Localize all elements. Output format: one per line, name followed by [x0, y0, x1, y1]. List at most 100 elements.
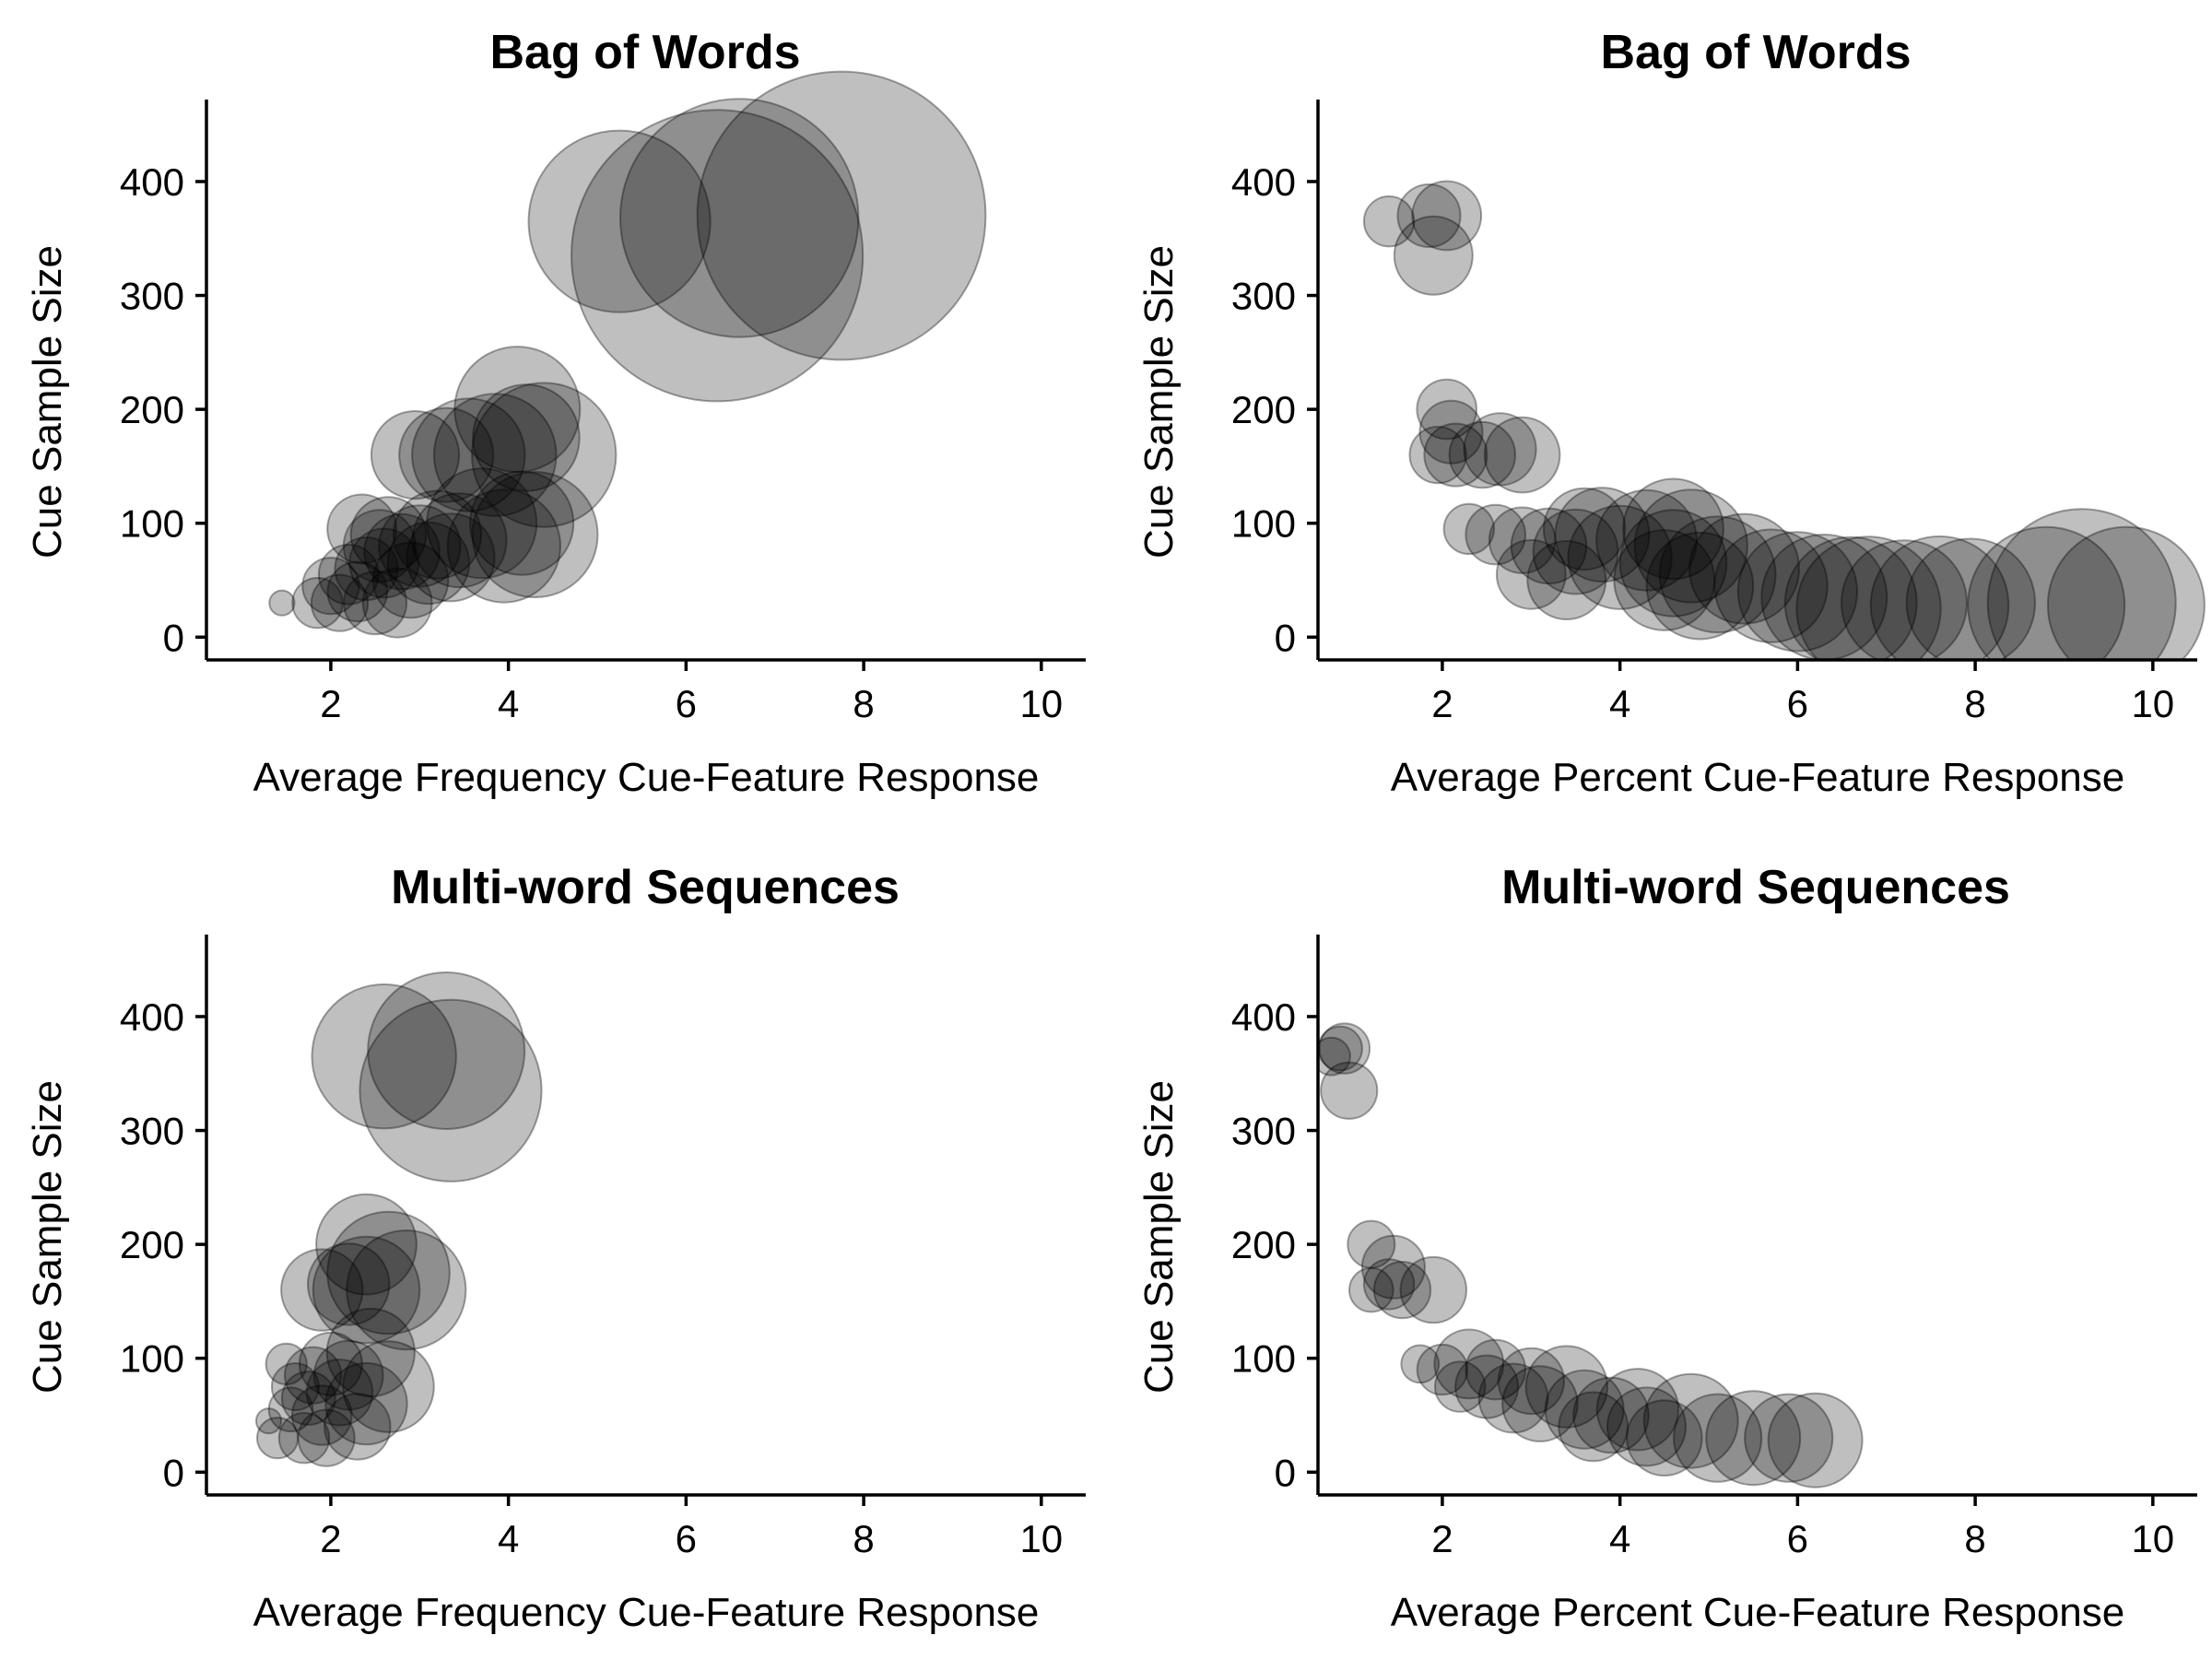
data-point: [696, 70, 987, 361]
data-point: [349, 496, 428, 573]
data-point: [1760, 534, 1888, 660]
points-layer: [254, 971, 543, 1467]
data-point: [1362, 1258, 1416, 1311]
points-layer: [1318, 1022, 1864, 1488]
data-point: [411, 397, 526, 512]
y-axis-label: Cue Sample Size: [25, 245, 70, 559]
y-tick-label: 400: [1231, 160, 1296, 204]
y-tick-label: 0: [1275, 616, 1296, 659]
data-point: [453, 346, 582, 474]
data-point: [468, 470, 575, 576]
y-tick-label: 100: [120, 1337, 184, 1381]
x-tick-label: 10: [2131, 682, 2174, 725]
data-point: [1705, 1390, 1802, 1487]
data-point: [326, 560, 389, 623]
data-point: [1433, 1328, 1505, 1400]
data-point: [1524, 1345, 1609, 1429]
panel-title: Multi-word Sequences: [1501, 861, 2010, 914]
data-point: [254, 1407, 283, 1435]
x-tick-label: 4: [498, 1517, 519, 1560]
data-point: [1795, 535, 1942, 660]
data-point: [315, 1193, 418, 1296]
y-tick-label: 200: [1231, 1223, 1296, 1266]
data-point: [1501, 1365, 1579, 1442]
data-point: [1465, 1338, 1526, 1401]
data-point: [392, 489, 483, 580]
x-tick-label: 10: [1019, 682, 1063, 725]
data-point: [1606, 1386, 1687, 1467]
data-point: [265, 1342, 308, 1386]
data-point: [370, 410, 461, 500]
data-point: [270, 1362, 320, 1412]
x-tick-label: 8: [1964, 1517, 1985, 1560]
data-point: [1411, 180, 1483, 252]
data-point: [1483, 416, 1561, 494]
data-point: [1688, 512, 1800, 625]
data-point: [343, 571, 408, 636]
y-axis-label: Cue Sample Size: [1136, 1080, 1182, 1394]
data-point: [378, 504, 462, 588]
panel-title: Multi-word Sequences: [391, 861, 900, 914]
x-tick-label: 4: [1609, 682, 1630, 725]
data-point: [1841, 539, 1968, 660]
data-point: [1399, 1255, 1468, 1324]
x-tick-label: 2: [320, 1517, 341, 1560]
data-point: [1510, 507, 1588, 585]
data-point: [1396, 183, 1462, 248]
x-tick-label: 10: [1019, 1517, 1063, 1560]
x-axis-label: Average Frequency Cue-Feature Response: [253, 755, 1040, 800]
data-point: [348, 527, 420, 599]
data-point: [1633, 488, 1748, 604]
data-point: [1318, 1036, 1351, 1077]
data-point: [1783, 535, 1918, 660]
data-point: [1393, 215, 1474, 296]
data-point: [312, 1339, 384, 1411]
data-point: [1362, 195, 1416, 248]
data-point: [268, 589, 296, 617]
data-point: [1622, 477, 1724, 581]
data-point: [1442, 502, 1496, 556]
data-point: [446, 488, 561, 604]
data-point: [298, 1331, 363, 1396]
data-point: [1320, 1061, 1379, 1120]
data-point: [1744, 1393, 1834, 1483]
data-point: [301, 557, 360, 616]
data-point: [342, 1340, 435, 1433]
data-point: [310, 573, 370, 632]
x-tick-label: 6: [1787, 682, 1808, 725]
data-point: [1416, 1343, 1469, 1396]
x-tick-label: 2: [1431, 1517, 1453, 1560]
data-point: [342, 509, 417, 583]
data-point: [1595, 488, 1698, 592]
data-point: [334, 536, 399, 602]
data-point: [367, 971, 526, 1130]
y-tick-label: 200: [120, 1223, 184, 1266]
data-point: [1347, 1219, 1396, 1269]
data-point: [1558, 1391, 1630, 1463]
y-tick-label: 300: [120, 1110, 184, 1153]
data-point: [1454, 1354, 1520, 1419]
y-tick-label: 0: [163, 1451, 184, 1494]
y-tick-label: 0: [1275, 1451, 1296, 1494]
data-point: [1448, 420, 1517, 489]
data-point: [1626, 1399, 1703, 1477]
x-axis-label: Average Percent Cue-Feature Response: [1391, 1590, 2125, 1635]
data-point: [363, 512, 441, 591]
data-point: [325, 1307, 416, 1398]
x-tick-label: 8: [853, 1517, 874, 1560]
data-point: [1613, 529, 1716, 631]
y-axis-label: Cue Sample Size: [1136, 245, 1182, 559]
y-tick-label: 200: [1231, 388, 1296, 431]
data-point: [346, 1230, 467, 1351]
x-tick-label: 6: [676, 1517, 697, 1560]
data-point: [1544, 1369, 1625, 1450]
y-tick-label: 400: [1231, 995, 1296, 1039]
data-point: [1416, 378, 1477, 441]
y-tick-label: 100: [1231, 1337, 1296, 1381]
data-point: [1418, 399, 1484, 465]
data-point: [284, 1346, 343, 1405]
data-point: [297, 1408, 356, 1467]
